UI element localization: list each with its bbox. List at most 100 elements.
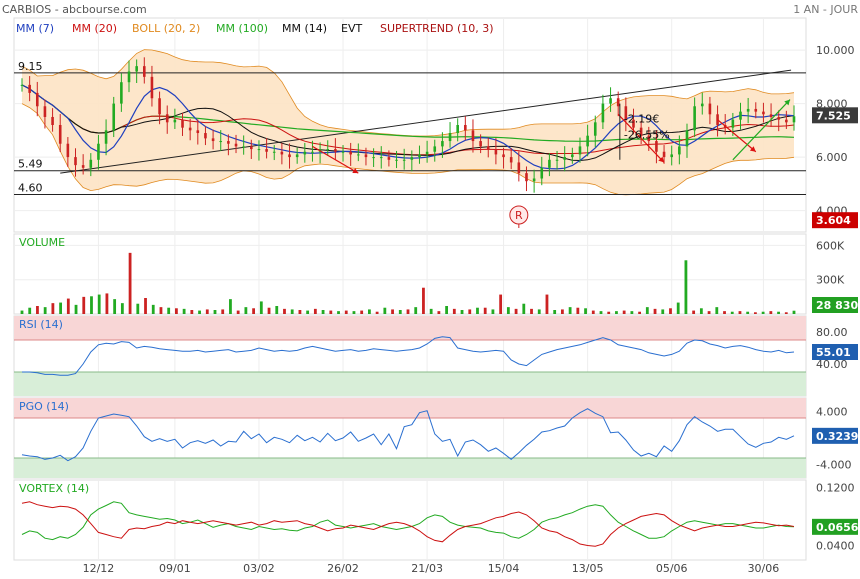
pgo-y-tick: -4.000 bbox=[816, 459, 851, 472]
volume-bar bbox=[51, 303, 55, 314]
sell-arrow-shaft bbox=[312, 145, 359, 174]
vortex-panel bbox=[13, 479, 807, 561]
volume-bar bbox=[537, 309, 541, 314]
volume-bar bbox=[530, 308, 533, 314]
volume-bar bbox=[213, 310, 217, 314]
candle-body bbox=[769, 114, 773, 117]
volume-bar bbox=[198, 310, 201, 314]
candle-body bbox=[196, 130, 200, 134]
candle-body bbox=[433, 146, 437, 152]
candle-body bbox=[425, 151, 429, 155]
candle-body bbox=[372, 157, 375, 159]
candle-body bbox=[357, 154, 360, 156]
candle-body bbox=[74, 157, 77, 166]
candle-body bbox=[632, 119, 635, 128]
vortex-y-tick: 0.1200 bbox=[816, 481, 855, 494]
mm14-line bbox=[21, 84, 795, 162]
candle-body bbox=[334, 149, 337, 152]
volume-bar bbox=[221, 309, 225, 314]
candle-body bbox=[265, 149, 268, 152]
rsi-overbought-zone bbox=[14, 316, 806, 340]
volume-bar bbox=[205, 309, 209, 314]
candle-body bbox=[288, 154, 291, 158]
vortex-minus-line bbox=[21, 501, 795, 547]
candle-body bbox=[601, 103, 605, 123]
volume-bar bbox=[36, 306, 39, 314]
x-tick-label: 13/05 bbox=[572, 562, 604, 575]
candle-body bbox=[441, 141, 444, 147]
volume-bar bbox=[746, 311, 750, 314]
volume-bar bbox=[182, 308, 186, 314]
pgo-overbought-zone bbox=[14, 398, 806, 418]
rsi-title: RSI (14) bbox=[19, 318, 63, 331]
candle-body bbox=[28, 84, 31, 93]
volume-bar bbox=[584, 308, 587, 314]
volume-bar bbox=[468, 309, 472, 314]
support-level-label: 5.49 bbox=[18, 158, 43, 171]
sell-arrow-head bbox=[352, 168, 359, 174]
candle-body bbox=[387, 157, 391, 160]
volume-bar bbox=[514, 308, 518, 314]
volume-bar bbox=[553, 310, 557, 314]
volume-bar bbox=[313, 308, 317, 314]
volume-badge: 28 830 bbox=[816, 299, 858, 312]
candle-body bbox=[586, 135, 589, 147]
volume-bar bbox=[151, 304, 155, 314]
volume-bar bbox=[66, 298, 70, 314]
volume-bar bbox=[699, 308, 703, 314]
candle-body bbox=[58, 125, 62, 144]
volume-title: VOLUME bbox=[19, 236, 65, 249]
candle-body bbox=[43, 106, 47, 117]
vortex-badge: 0.0656 bbox=[816, 521, 859, 534]
volume-bar bbox=[599, 311, 603, 314]
volume-bar bbox=[105, 293, 109, 314]
volume-bar bbox=[306, 310, 310, 314]
x-tick-label: 03/02 bbox=[243, 562, 275, 575]
volume-bar bbox=[615, 311, 618, 314]
chart-title: CARBIOS - abcbourse.com bbox=[2, 3, 147, 16]
candle-body bbox=[303, 151, 307, 155]
candle-body bbox=[97, 143, 100, 160]
volume-bar bbox=[398, 310, 402, 314]
volume-bar bbox=[445, 306, 448, 314]
volume-bar bbox=[229, 299, 232, 314]
volume-bar bbox=[259, 301, 263, 314]
volume-bar bbox=[723, 311, 726, 314]
candle-body bbox=[280, 151, 284, 155]
candle-body bbox=[104, 130, 108, 144]
candle-body bbox=[66, 143, 70, 158]
rsi-oversold-zone bbox=[14, 372, 806, 396]
volume-bar bbox=[352, 311, 356, 314]
candle-body bbox=[746, 108, 750, 112]
candle-body bbox=[517, 162, 521, 174]
candle-body bbox=[89, 159, 93, 168]
candle-body bbox=[785, 119, 788, 123]
volume-bar bbox=[391, 309, 394, 314]
candle-body bbox=[563, 157, 566, 160]
x-tick-label: 12/12 bbox=[83, 562, 115, 575]
candle-body bbox=[181, 119, 184, 128]
candle-body bbox=[494, 149, 498, 155]
volume-bar bbox=[414, 307, 418, 314]
candle-body bbox=[464, 125, 467, 131]
price-panel bbox=[13, 17, 807, 233]
candle-body bbox=[593, 122, 597, 136]
indicator-legend-item: MM (20) bbox=[72, 22, 117, 35]
volume-bar bbox=[28, 307, 32, 314]
x-tick-label: 26/02 bbox=[327, 562, 359, 575]
candle-body bbox=[81, 165, 85, 168]
vortex-y-tick: 0.0400 bbox=[816, 539, 855, 552]
rsi-badge-bg bbox=[812, 344, 858, 360]
candle-body bbox=[188, 127, 192, 131]
volume-bar bbox=[476, 307, 479, 314]
volume-bar bbox=[344, 310, 348, 314]
volume-bar bbox=[321, 310, 325, 314]
volume-bar bbox=[236, 310, 240, 314]
volume-bar bbox=[82, 296, 86, 314]
candle-body bbox=[51, 116, 54, 125]
vortex-badge-bg bbox=[812, 518, 858, 535]
percent-annotation: -26.55% bbox=[624, 128, 670, 141]
x-tick-label: 15/04 bbox=[488, 562, 520, 575]
volume-bar bbox=[676, 302, 680, 314]
